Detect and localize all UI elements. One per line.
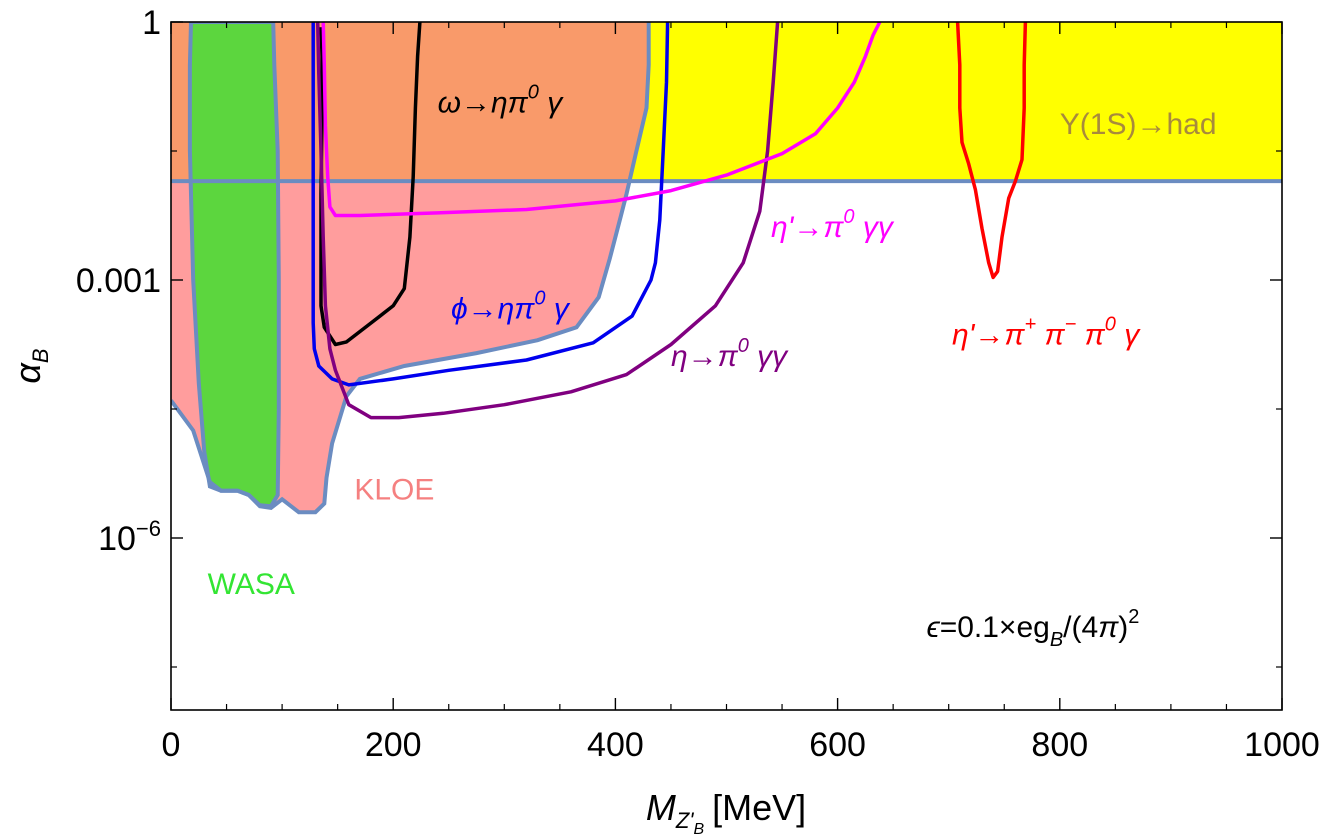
omega-label: ω→ηπ0 γ — [438, 81, 565, 119]
y-tick-label: 0.001 — [76, 262, 161, 300]
series-line-1 — [311, 22, 670, 387]
kloe-region-edge — [171, 22, 651, 515]
x-tick-label: 400 — [587, 726, 644, 764]
wasa-label: WASA — [208, 568, 295, 601]
wasa-region — [187, 22, 281, 509]
y-tick-label: 1 — [142, 4, 161, 42]
x-axis-label-unit: [MeV] — [712, 787, 806, 828]
x-tick-label: 800 — [1031, 726, 1088, 764]
upsilon-label: Υ(1S)→had — [1060, 108, 1217, 141]
y-axis-label: αB — [7, 348, 53, 383]
ticks-layer: 0 200 400 600 800 1000 1 0.001 10−6 — [76, 4, 1320, 764]
x-axis-label-subsub: B — [693, 821, 704, 838]
eta-label: η→π0 γγ — [671, 335, 789, 373]
epsilon-label: ϵ=0.1×egB/(4π)2 — [926, 606, 1139, 651]
phi-label: ϕ→ηπ0 γ — [451, 288, 571, 326]
series-line-2 — [315, 22, 780, 420]
x-tick-label: 600 — [809, 726, 866, 764]
etaprime-pipi-label: η'→π+ π− π0 γ — [952, 314, 1141, 352]
x-axis-label-main: M — [646, 787, 676, 828]
series-line-3 — [321, 22, 882, 218]
lines-layer — [311, 22, 1028, 420]
x-tick-label: 0 — [162, 726, 181, 764]
etaprime-gg-label: η'→π0 γγ — [771, 206, 895, 244]
y-axis-label-sub: B — [28, 348, 53, 363]
kloe-label: KLOE — [354, 473, 434, 506]
y-tick-label: 10−6 — [98, 516, 161, 558]
x-axis-label-sub: Z' — [675, 808, 694, 833]
annotations-layer: ω→ηπ0 γ ϕ→ηπ0 γ η→π0 γγ η'→π0 γγ η'→π+ π− π0… — [208, 81, 1217, 651]
kloe-region-overlap — [171, 22, 649, 182]
series-line-4 — [955, 22, 1028, 280]
x-tick-label: 1000 — [1244, 726, 1320, 764]
x-axis-label: MZ'B [MeV] — [646, 787, 806, 838]
regions-layer — [171, 22, 1282, 515]
y-axis-label-main: α — [7, 362, 48, 384]
x-tick-label: 200 — [365, 726, 422, 764]
